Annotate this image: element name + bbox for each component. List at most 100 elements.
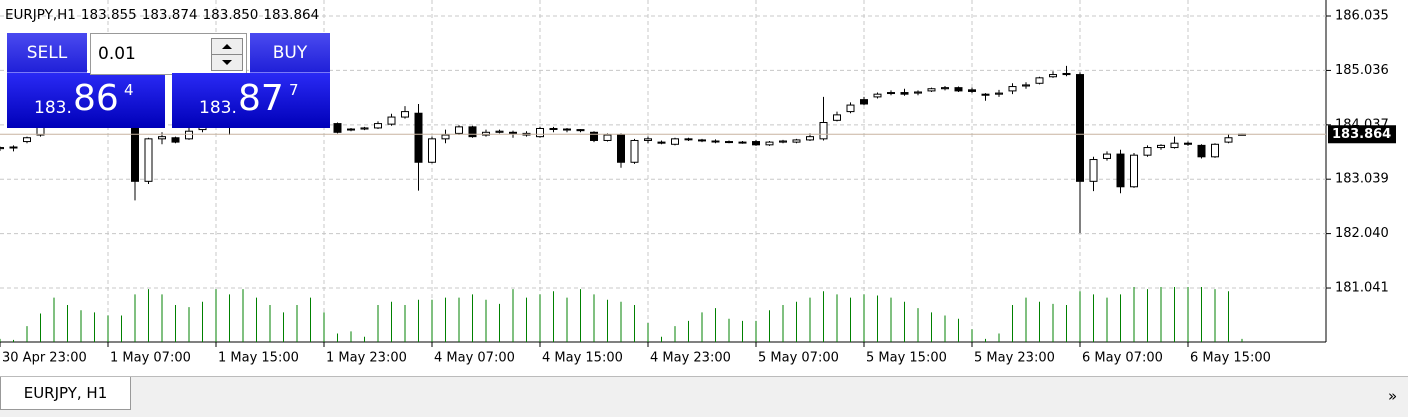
price-big: 87 bbox=[238, 78, 284, 119]
x-tick-label: 5 May 23:00 bbox=[974, 351, 1055, 366]
y-tick-label: 185.036 bbox=[1335, 63, 1389, 78]
x-tick-label: 4 May 23:00 bbox=[650, 351, 731, 366]
candle-body bbox=[482, 131, 490, 136]
candle-body bbox=[1049, 74, 1057, 78]
price-label-box bbox=[1328, 125, 1396, 144]
x-tick-label: 30 Apr 23:00 bbox=[2, 351, 87, 366]
candle-body bbox=[414, 112, 423, 163]
x-tick-label: 6 May 15:00 bbox=[1190, 351, 1271, 366]
candle-body bbox=[887, 92, 895, 95]
candle-body bbox=[1184, 142, 1192, 145]
candle-body bbox=[9, 146, 18, 149]
candle-body bbox=[752, 141, 760, 146]
x-tick-label: 5 May 15:00 bbox=[866, 351, 947, 366]
candle-body bbox=[941, 87, 949, 90]
candle-body bbox=[995, 92, 1003, 95]
candle-body bbox=[806, 136, 814, 141]
candle-body bbox=[0, 147, 4, 150]
tab-bar: EURJPY, H1 » bbox=[0, 376, 1408, 417]
candle-body bbox=[981, 93, 990, 96]
candle-body bbox=[1062, 72, 1071, 76]
price-head: 183. bbox=[199, 98, 237, 118]
candle-body bbox=[23, 137, 31, 143]
candle-body bbox=[563, 128, 571, 131]
spin-down[interactable] bbox=[211, 54, 243, 71]
candle-body bbox=[914, 91, 922, 94]
candle-body bbox=[738, 141, 747, 144]
lot-input[interactable]: 0.01 bbox=[90, 33, 247, 75]
candle-body bbox=[873, 93, 882, 98]
x-tick-label: 1 May 07:00 bbox=[110, 351, 191, 366]
candle-body bbox=[185, 130, 193, 140]
candle-body bbox=[1197, 144, 1206, 158]
candle-body bbox=[1157, 144, 1165, 149]
candle-body bbox=[455, 126, 463, 134]
candle-body bbox=[833, 114, 841, 121]
candle-body bbox=[1076, 74, 1084, 182]
scroll-button[interactable]: » bbox=[1388, 387, 1398, 405]
x-tick-label: 4 May 15:00 bbox=[542, 351, 623, 366]
candle-body bbox=[1089, 159, 1098, 182]
candle-body bbox=[765, 141, 774, 146]
candle-body bbox=[374, 123, 382, 129]
candle-body bbox=[158, 136, 166, 140]
candle-body bbox=[495, 130, 504, 133]
candle-body bbox=[549, 127, 558, 130]
price-big: 86 bbox=[73, 78, 119, 119]
candle-body bbox=[630, 139, 639, 163]
candle-body bbox=[1130, 154, 1138, 188]
spin-up-icon bbox=[222, 44, 232, 49]
x-tick-label: 1 May 15:00 bbox=[218, 351, 299, 366]
ohlc-high: 183.874 bbox=[141, 7, 198, 23]
sell-price[interactable]: 183. 86 4 bbox=[7, 73, 165, 128]
candle-body bbox=[698, 139, 706, 142]
chart-tab[interactable]: EURJPY, H1 bbox=[0, 377, 131, 410]
spin-down-icon bbox=[222, 60, 232, 65]
candle-body bbox=[1103, 153, 1111, 159]
candle-body bbox=[387, 116, 396, 125]
candle-body bbox=[347, 128, 355, 131]
candle-body bbox=[509, 131, 517, 134]
candle-body bbox=[860, 99, 868, 105]
candle-body bbox=[968, 89, 976, 92]
candle-body bbox=[1008, 86, 1017, 92]
price-label: 183.864 bbox=[1332, 127, 1391, 142]
candle-body bbox=[927, 88, 936, 92]
candle-body bbox=[954, 87, 963, 92]
candle-body bbox=[725, 141, 733, 144]
spin-up[interactable] bbox=[211, 38, 243, 55]
buy-button[interactable]: BUY bbox=[250, 33, 330, 73]
sell-button[interactable]: SELL bbox=[7, 33, 87, 73]
ohlc-low: 183.850 bbox=[202, 7, 259, 23]
candle-body bbox=[846, 104, 855, 113]
candle-body bbox=[131, 123, 139, 182]
candle-body bbox=[684, 138, 693, 141]
candle-body bbox=[536, 127, 544, 138]
candle-body bbox=[1035, 77, 1044, 84]
candle-body bbox=[617, 134, 625, 163]
chart-header: EURJPY,H1 183.855 183.874 183.850 183.864 bbox=[5, 7, 324, 23]
candle-body bbox=[779, 140, 787, 143]
price-tail: 7 bbox=[289, 81, 299, 99]
x-tick-label: 6 May 07:00 bbox=[1082, 351, 1163, 366]
y-tick-label: 186.035 bbox=[1335, 9, 1389, 24]
y-tick-label: 182.040 bbox=[1335, 226, 1389, 241]
candle-body bbox=[441, 134, 450, 140]
candle-body bbox=[819, 121, 828, 140]
candle-body bbox=[1116, 153, 1125, 188]
candle-body bbox=[333, 123, 342, 133]
x-tick-label: 4 May 07:00 bbox=[434, 351, 515, 366]
candle-body bbox=[657, 141, 666, 144]
y-tick-label: 183.039 bbox=[1335, 172, 1389, 187]
candle-body bbox=[360, 127, 369, 130]
price-tail: 4 bbox=[124, 81, 134, 99]
buy-price[interactable]: 183. 87 7 bbox=[172, 73, 330, 128]
candle-body bbox=[576, 129, 585, 132]
candle-body bbox=[1170, 142, 1179, 149]
ohlc-open: 183.855 bbox=[80, 7, 137, 23]
candle-body bbox=[1022, 84, 1030, 87]
candle-body bbox=[590, 131, 598, 141]
lot-value: 0.01 bbox=[98, 44, 136, 64]
candle-body bbox=[900, 92, 909, 95]
candle-body bbox=[144, 138, 153, 182]
